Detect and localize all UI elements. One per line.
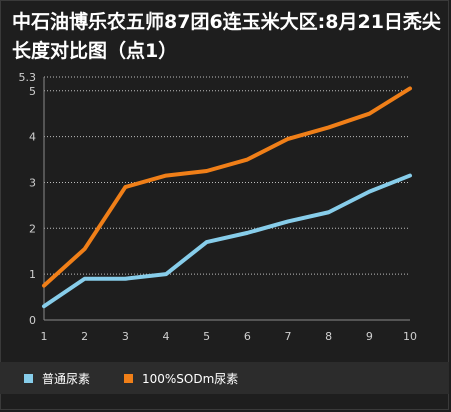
y-tick-labels: 0 1 2 3 4 55.3	[19, 71, 37, 327]
x-tick-label: 3	[122, 330, 129, 343]
data-point-series-1	[367, 190, 371, 194]
data-point-series-2	[245, 158, 249, 162]
series-line-2	[42, 86, 412, 288]
data-point-series-2	[123, 185, 127, 189]
x-tick-label: 2	[81, 330, 88, 343]
series-layer	[42, 86, 412, 309]
data-point-series-2	[83, 247, 87, 251]
data-point-series-1	[408, 174, 412, 178]
data-point-series-1	[164, 272, 168, 276]
axis-layer	[43, 77, 410, 321]
y-tick-label: 5	[29, 85, 36, 98]
data-point-series-2	[205, 169, 209, 173]
x-tick-label: 1	[41, 330, 48, 343]
data-point-series-1	[327, 210, 331, 214]
x-tick-label: 8	[325, 330, 332, 343]
chart-title: 中石油博乐农五师87团6连玉米大区:8月21日秃尖长度对比图（点1）	[12, 11, 441, 62]
series-line-1	[42, 173, 412, 309]
data-point-series-2	[408, 86, 412, 90]
data-point-series-2	[327, 125, 331, 129]
data-point-series-1	[83, 277, 87, 281]
data-point-series-1	[205, 240, 209, 244]
data-point-series-2	[42, 284, 46, 288]
y-tick-label: 3	[29, 176, 36, 189]
x-tick-label: 7	[285, 330, 292, 343]
grid-layer	[44, 76, 410, 275]
data-point-series-2	[286, 137, 290, 141]
legend-label-series-1: 普通尿素	[42, 371, 91, 386]
x-tick-label: 10	[403, 330, 417, 343]
y-tick-label: 4	[29, 131, 36, 144]
y-tick-label: 5.3	[19, 71, 37, 84]
legend-item-series-1: 普通尿素	[24, 371, 91, 386]
data-point-series-2	[367, 112, 371, 116]
x-tick-label: 9	[366, 330, 373, 343]
x-tick-label: 6	[244, 330, 251, 343]
x-tick-label: 5	[203, 330, 210, 343]
legend-swatch-series-1	[24, 373, 33, 383]
data-point-series-1	[42, 304, 46, 308]
data-point-series-1	[286, 219, 290, 223]
data-point-series-1	[245, 231, 249, 235]
legend-item-series-2: 100%SODm尿素	[124, 371, 239, 386]
legend: 普通尿素 100%SODm尿素	[0, 362, 449, 394]
y-tick-label: 2	[29, 222, 36, 235]
x-tick-label: 4	[163, 330, 170, 343]
data-point-series-2	[164, 174, 168, 178]
data-point-series-1	[123, 277, 127, 281]
y-tick-label: 1	[29, 268, 36, 281]
x-tick-labels: 1 2 3 4 5 6 7 8 9 10	[41, 330, 418, 343]
y-tick-label: 0	[29, 314, 36, 327]
legend-swatch-series-2	[124, 373, 133, 383]
legend-label-series-2: 100%SODm尿素	[142, 371, 239, 386]
